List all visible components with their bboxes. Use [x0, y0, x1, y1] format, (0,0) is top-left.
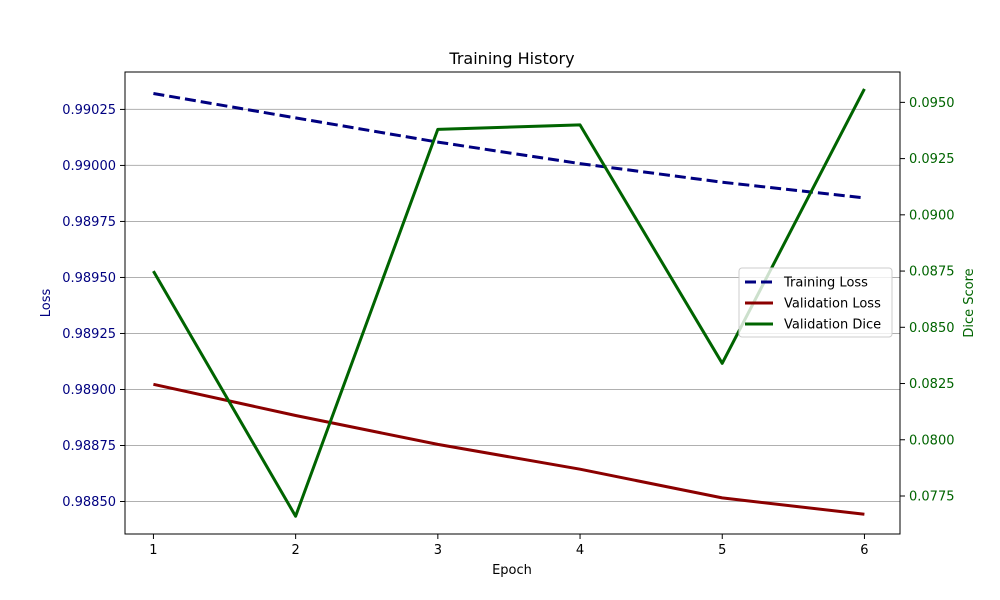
left-y-axis-ticks: 0.98850 0.98875 0.98900 0.98925 0.98950 0.989…	[62, 103, 125, 510]
right-y-tick-label: 0.0775	[909, 489, 955, 504]
right-y-axis-label: Dice Score	[962, 268, 977, 337]
x-tick-label: 6	[860, 543, 868, 558]
right-y-tick-label: 0.0800	[909, 433, 955, 448]
left-y-tick-label: 0.98900	[62, 383, 116, 398]
left-y-tick-label: 0.98850	[62, 495, 116, 510]
series-line-training-loss	[153, 92, 865, 200]
left-y-tick-label: 0.99000	[62, 159, 116, 174]
x-tick-label: 2	[292, 543, 300, 558]
x-tick-label: 4	[576, 543, 584, 558]
legend-box	[738, 267, 893, 338]
left-y-tick-label: 0.99025	[62, 103, 116, 118]
right-y-tick-label: 0.0950	[909, 96, 955, 111]
legend: Training Loss Validation Loss Validation D…	[738, 267, 893, 338]
right-y-tick-label: 0.0850	[909, 321, 955, 336]
legend-label: Training Loss	[783, 276, 868, 291]
right-y-tick-label: 0.0825	[909, 377, 955, 392]
x-axis-ticks: 1 2 3 4 5 6	[149, 534, 869, 558]
right-y-tick-label: 0.0925	[909, 152, 955, 167]
plot-frame	[124, 71, 901, 535]
x-axis-label: Epoch	[492, 563, 532, 578]
chart-title: Training History	[448, 49, 574, 68]
x-tick-label: 1	[149, 543, 157, 558]
legend-label: Validation Loss	[784, 297, 881, 312]
x-tick-label: 3	[434, 543, 442, 558]
left-y-tick-label: 0.98875	[62, 439, 116, 454]
series-line-validation-loss	[153, 382, 865, 516]
left-y-tick-label: 0.98925	[62, 327, 116, 342]
left-y-axis-label: Loss	[39, 289, 54, 318]
left-y-tick-label: 0.98950	[62, 271, 116, 286]
left-y-tick-label: 0.98975	[62, 215, 116, 230]
right-y-axis-ticks: 0.0775 0.0800 0.0825 0.0850 0.0875 0.0900 0.09…	[900, 96, 955, 504]
right-y-tick-label: 0.0900	[909, 208, 955, 223]
right-y-tick-label: 0.0875	[909, 265, 955, 280]
x-tick-label: 5	[718, 543, 726, 558]
legend-label: Validation Dice	[784, 318, 881, 333]
